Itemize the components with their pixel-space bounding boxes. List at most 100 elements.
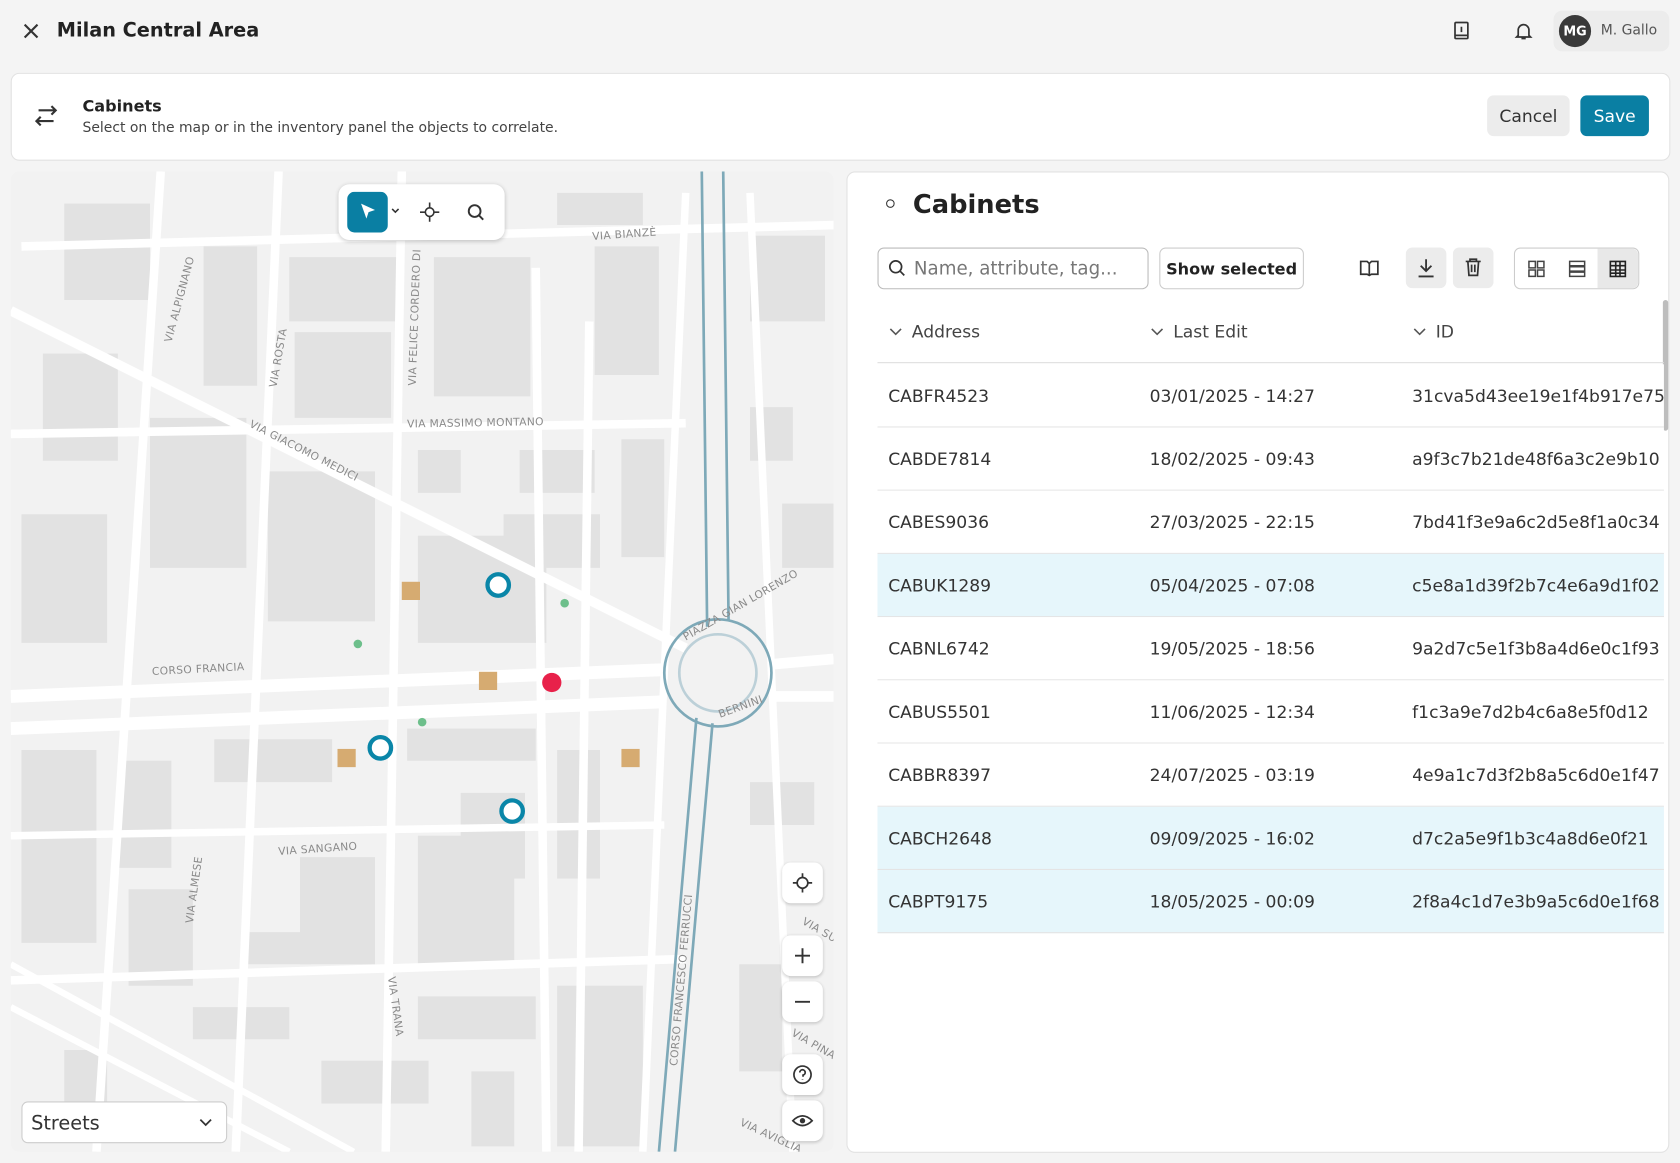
cancel-button[interactable]: Cancel xyxy=(1487,95,1570,136)
table-row[interactable]: CABUS5501 11/06/2025 - 12:34 f1c3a9e7d2b4c… xyxy=(878,680,1664,743)
docs-button[interactable] xyxy=(1451,20,1472,41)
street-label: VIA MASSIMO MONTANO xyxy=(407,415,544,430)
avatar: MG xyxy=(1559,15,1591,47)
table-cell: 18/05/2025 - 00:09 xyxy=(1150,891,1315,911)
correlate-icon xyxy=(32,102,60,130)
alert-marker[interactable] xyxy=(542,673,561,692)
table-row[interactable]: CABBR8397 24/07/2025 - 03:19 4e9a1c7d3f2b8… xyxy=(878,744,1664,807)
table-cell: 9a2d7c5e1f3b8a4d6e0c1f93 xyxy=(1412,639,1659,659)
table-cell: 24/07/2025 - 03:19 xyxy=(1150,765,1315,785)
selected-marker[interactable] xyxy=(501,800,522,821)
table-cell: 2f8a4c1d7e3b9a5c6d0e1f68 xyxy=(1412,891,1659,911)
table-cell: CABFR4523 xyxy=(888,386,989,406)
table-row[interactable]: CABUK1289 05/04/2025 - 07:08 c5e8a1d39f2b7… xyxy=(878,554,1664,617)
layer-value: Streets xyxy=(31,1112,100,1135)
cabinet-marker[interactable] xyxy=(338,749,356,767)
table-cell: 7bd41f3e9a6c2d5e8f1a0c34 xyxy=(1412,512,1659,532)
column-label: ID xyxy=(1436,321,1454,341)
table-cell: CABDE7814 xyxy=(888,449,991,469)
search-input[interactable]: Name, attribute, tag... xyxy=(878,248,1149,290)
book-button[interactable] xyxy=(1359,258,1380,277)
layer-select[interactable]: Streets xyxy=(21,1101,227,1143)
table-cell: 18/02/2025 - 09:43 xyxy=(1150,449,1315,469)
list-view[interactable] xyxy=(1566,258,1587,279)
zoom-in-button[interactable] xyxy=(782,935,823,976)
table-cell: 19/05/2025 - 18:56 xyxy=(1150,639,1315,659)
table-cell: 31cva5d43ee19e1f4b917e75 xyxy=(1412,386,1665,406)
grid-view[interactable] xyxy=(1526,258,1547,279)
column-label: Address xyxy=(912,321,980,341)
selected-marker[interactable] xyxy=(370,737,391,758)
bullet xyxy=(886,199,895,208)
cabinet-marker[interactable] xyxy=(479,672,497,690)
sort-icon xyxy=(1412,324,1427,339)
search-tool[interactable] xyxy=(465,201,486,222)
table-cell: CABUK1289 xyxy=(888,575,991,595)
view-toggle xyxy=(1514,248,1639,290)
table-cell: 03/01/2025 - 14:27 xyxy=(1150,386,1315,406)
table-row[interactable]: CABDE7814 18/02/2025 - 09:43 a9f3c7b21de48… xyxy=(878,428,1664,491)
table-cell: CABCH2648 xyxy=(888,828,992,848)
select-tool[interactable] xyxy=(347,192,388,233)
map[interactable]: VIA BIANZÈ VIA ALPIGNANO VIA ROSTA VIA F… xyxy=(11,171,834,1151)
point-marker[interactable] xyxy=(354,640,363,649)
table-row[interactable]: CABNL6742 19/05/2025 - 18:56 9a2d7c5e1f3b8… xyxy=(878,617,1664,680)
sort-icon xyxy=(888,324,903,339)
table-view[interactable] xyxy=(1598,249,1639,289)
tool-dropdown[interactable] xyxy=(390,206,401,217)
help-button[interactable] xyxy=(782,1054,823,1095)
table-row[interactable]: CABPT9175 18/05/2025 - 00:09 2f8a4c1d7e3b9… xyxy=(878,870,1664,933)
column-header[interactable]: ID xyxy=(1412,321,1454,341)
table-cell: d7c2a5e9f1b3c4a8d6e0f21 xyxy=(1412,828,1649,848)
user-menu[interactable]: MG M. Gallo xyxy=(1554,11,1670,52)
table-cell: c5e8a1d39f2b7c4e6a9d1f02 xyxy=(1412,575,1659,595)
chevron xyxy=(198,1115,213,1130)
table-row[interactable]: CABFR4523 03/01/2025 - 14:27 31cva5d43ee19… xyxy=(878,364,1664,427)
table-cell: 27/03/2025 - 22:15 xyxy=(1150,512,1315,532)
table-cell: CABPT9175 xyxy=(888,891,988,911)
table-cell: CABUS5501 xyxy=(888,702,991,722)
table-icon xyxy=(1607,258,1628,279)
page-title: Milan Central Area xyxy=(57,19,259,42)
delete-button[interactable] xyxy=(1453,248,1494,289)
column-label: Last Edit xyxy=(1173,321,1247,341)
show-selected-button[interactable]: Show selected xyxy=(1159,248,1304,290)
pan-tool[interactable] xyxy=(419,201,440,222)
table-row[interactable]: CABES9036 27/03/2025 - 22:15 7bd41f3e9a6c2… xyxy=(878,491,1664,554)
table-header: Address Last Edit ID xyxy=(878,300,1664,363)
cabinet-marker[interactable] xyxy=(402,582,420,600)
table-cell: f1c3a9e7d2b4c6a8e5f0d12 xyxy=(1412,702,1649,722)
point-marker[interactable] xyxy=(418,718,427,727)
point-marker[interactable] xyxy=(560,599,569,608)
column-header[interactable]: Address xyxy=(888,321,980,341)
save-button[interactable]: Save xyxy=(1580,95,1649,136)
user-name: M. Gallo xyxy=(1601,23,1657,39)
locate-button[interactable] xyxy=(782,863,823,904)
table-row[interactable]: CABCH2648 09/09/2025 - 16:02 d7c2a5e9f1b3c… xyxy=(878,807,1664,870)
visibility-button[interactable] xyxy=(782,1100,823,1141)
search-placeholder: Name, attribute, tag... xyxy=(914,258,1118,279)
cabinet-marker[interactable] xyxy=(621,749,639,767)
table-cell: CABES9036 xyxy=(888,512,989,532)
table-cell: 4e9a1c7d3f2b8a5c6d0e1f47 xyxy=(1412,765,1659,785)
zoom-out-button[interactable] xyxy=(782,981,823,1022)
map-toolbar xyxy=(339,184,505,240)
table-cell: CABNL6742 xyxy=(888,639,989,659)
table-cell: CABBR8397 xyxy=(888,765,991,785)
search-icon xyxy=(887,258,908,279)
table-cell: 11/06/2025 - 12:34 xyxy=(1150,702,1315,722)
close-button[interactable] xyxy=(21,21,40,40)
notifications-button[interactable] xyxy=(1513,20,1534,41)
panel-title: Cabinets xyxy=(913,190,1040,220)
table-cell: 05/04/2025 - 07:08 xyxy=(1150,575,1315,595)
table-cell: 09/09/2025 - 16:02 xyxy=(1150,828,1315,848)
banner-title: Cabinets xyxy=(83,96,162,115)
banner xyxy=(11,73,1671,161)
sort-icon xyxy=(1150,324,1165,339)
column-header[interactable]: Last Edit xyxy=(1150,321,1248,341)
download-button[interactable] xyxy=(1406,248,1447,289)
table-cell: a9f3c7b21de48f6a3c2e9b10 xyxy=(1412,449,1659,469)
selected-marker[interactable] xyxy=(488,574,509,595)
